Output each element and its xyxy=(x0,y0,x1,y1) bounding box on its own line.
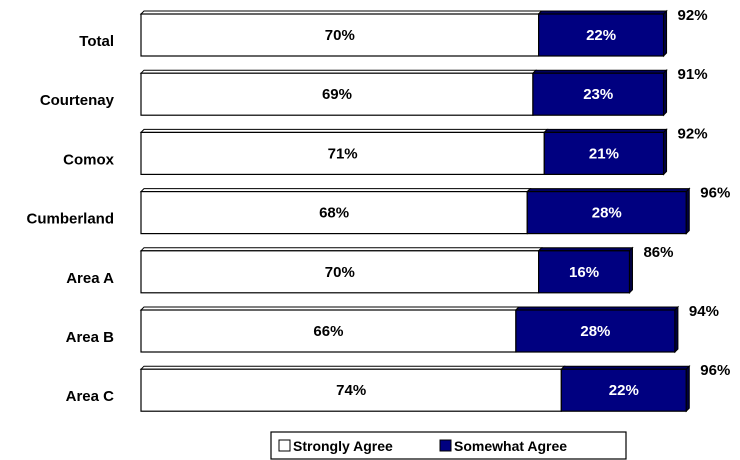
total-label-comox: 92% xyxy=(678,125,708,142)
bar-row-area-b: Area B 66% 28% 94% xyxy=(66,303,719,354)
bar-strongly-agree-area-c xyxy=(140,368,562,412)
bar-somewhat-agree-total xyxy=(537,13,665,57)
bar-row-area-a: Area A 70% 16% 86% xyxy=(66,244,674,295)
bar-side-comox xyxy=(663,128,668,176)
value-label-somewhat-agree-area-b: 28% xyxy=(580,323,610,340)
value-label-somewhat-agree-comox: 21% xyxy=(589,145,619,162)
category-label-total: Total xyxy=(79,33,114,50)
bar-somewhat-agree-area-b xyxy=(515,309,676,353)
category-label-cumberland: Cumberland xyxy=(26,211,114,228)
value-label-somewhat-agree-courtenay: 23% xyxy=(583,86,613,103)
total-label-area-c: 96% xyxy=(700,362,730,379)
bar-somewhat-agree-comox xyxy=(543,131,665,175)
total-label-area-a: 86% xyxy=(643,244,673,261)
value-label-somewhat-agree-area-c: 22% xyxy=(609,382,639,399)
legend-swatch-somewhat-agree xyxy=(439,439,452,452)
bar-row-area-c: Area C 74% 22% 96% xyxy=(66,362,730,413)
bar-somewhat-agree-area-c xyxy=(560,368,687,412)
bar-side-total xyxy=(663,9,668,58)
legend-label-somewhat-agree: Somewhat Agree xyxy=(454,438,567,454)
value-label-strongly-agree-area-c: 74% xyxy=(336,382,366,399)
bar-row-comox: Comox 71% 21% 92% xyxy=(63,125,708,176)
total-label-cumberland: 96% xyxy=(700,185,730,202)
bar-row-cumberland: Cumberland 68% 28% 96% xyxy=(26,185,730,235)
value-label-strongly-agree-courtenay: 69% xyxy=(322,86,352,103)
bar-side-area-b xyxy=(674,305,679,354)
bar-side-area-a xyxy=(628,246,633,295)
bar-side-area-c xyxy=(685,364,690,413)
bar-strongly-agree-comox xyxy=(140,131,545,175)
value-label-strongly-agree-cumberland: 68% xyxy=(319,205,349,222)
legend-label-strongly-agree: Strongly Agree xyxy=(293,438,393,454)
bar-row-total: Total 70% 22% 92% xyxy=(79,7,708,58)
value-label-strongly-agree-comox: 71% xyxy=(328,145,358,162)
legend-swatch-strongly-agree xyxy=(278,439,291,452)
total-label-courtenay: 91% xyxy=(678,66,708,83)
value-label-somewhat-agree-area-a: 16% xyxy=(569,264,599,281)
category-label-area-b: Area B xyxy=(66,329,115,346)
bar-somewhat-agree-area-a xyxy=(537,250,631,294)
category-label-area-c: Area C xyxy=(66,388,115,405)
total-label-area-b: 94% xyxy=(689,303,719,320)
bars-layer: Total 70% 22% 92% Courtenay 69% 23% 91% Comox 71%… xyxy=(26,7,730,413)
bar-side-courtenay xyxy=(663,68,668,117)
total-label-total: 92% xyxy=(678,7,708,24)
bar-strongly-agree-area-a xyxy=(140,250,540,294)
bar-somewhat-agree-cumberland xyxy=(526,191,687,235)
value-label-strongly-agree-area-b: 66% xyxy=(313,323,343,340)
category-label-comox: Comox xyxy=(63,151,114,168)
bar-row-courtenay: Courtenay 69% 23% 91% xyxy=(40,66,708,117)
value-label-strongly-agree-area-a: 70% xyxy=(325,264,355,281)
bar-somewhat-agree-courtenay xyxy=(532,72,665,116)
bar-side-cumberland xyxy=(685,187,690,235)
category-label-area-a: Area A xyxy=(66,270,114,287)
category-label-courtenay: Courtenay xyxy=(40,92,115,109)
bar-strongly-agree-area-b xyxy=(140,309,517,353)
value-label-somewhat-agree-total: 22% xyxy=(586,27,616,44)
value-label-somewhat-agree-cumberland: 28% xyxy=(592,205,622,222)
value-label-strongly-agree-total: 70% xyxy=(325,27,355,44)
legend: Strongly Agree Somewhat Agree xyxy=(270,431,627,460)
bar-strongly-agree-total xyxy=(140,13,540,57)
bar-strongly-agree-cumberland xyxy=(140,191,528,235)
